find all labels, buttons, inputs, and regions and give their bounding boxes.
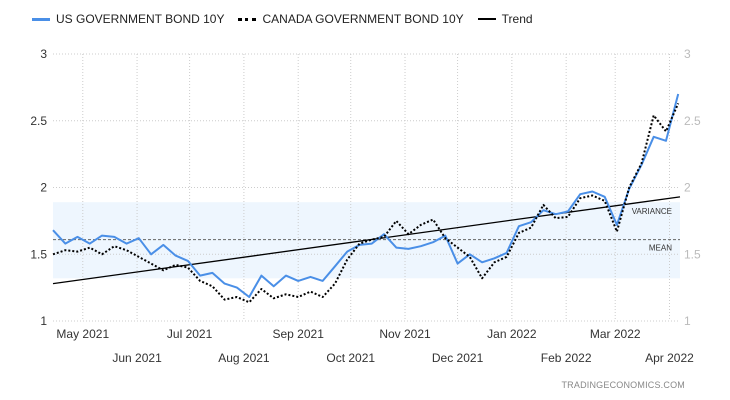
x-tick-label: Jan 2022 — [487, 327, 537, 341]
canada-bond-series-line — [52, 103, 680, 304]
y-tick-label-right: 2 — [684, 181, 691, 195]
y-tick-label-right: 1 — [684, 314, 691, 328]
x-tick-label: Oct 2021 — [326, 351, 375, 365]
y-tick-label-right: 2.5 — [684, 114, 701, 128]
legend-label-trend: Trend — [501, 12, 533, 26]
legend-item-trend[interactable]: Trend — [477, 12, 533, 26]
legend-label-us: US GOVERNMENT BOND 10Y — [56, 12, 225, 26]
x-tick-label: Apr 2022 — [645, 351, 694, 365]
legend-item-canada[interactable]: CANADA GOVERNMENT BOND 10Y — [238, 12, 464, 26]
x-tick-label: Sep 2021 — [273, 327, 325, 341]
x-tick-label: May 2021 — [56, 327, 109, 341]
legend-swatch-us — [32, 17, 50, 21]
x-tick-label: Mar 2022 — [590, 327, 641, 341]
x-tick-label: Jun 2021 — [112, 351, 162, 365]
legend-item-us[interactable]: US GOVERNMENT BOND 10Y — [32, 12, 224, 26]
legend-swatch-trend — [477, 18, 496, 20]
x-tick-label: Nov 2021 — [379, 327, 431, 341]
y-tick-label-left: 1 — [40, 314, 47, 328]
x-tick-label: Dec 2021 — [432, 351, 484, 365]
y-tick-label-left: 2.5 — [30, 114, 47, 128]
y-tick-label-left: 3 — [40, 47, 47, 61]
y-tick-label-right: 3 — [684, 47, 691, 61]
source-credit[interactable]: TRADINGECONOMICS.COM — [561, 380, 685, 390]
legend: US GOVERNMENT BOND 10Y CANADA GOVERNMENT… — [32, 12, 533, 26]
us-bond-series-line — [52, 93, 680, 298]
y-tick-label-left: 1.5 — [30, 247, 47, 261]
x-tick-label: Feb 2022 — [541, 351, 592, 365]
legend-swatch-canada — [238, 17, 257, 21]
legend-label-canada: CANADA GOVERNMENT BOND 10Y — [262, 12, 464, 26]
y-tick-label-right: 1.5 — [684, 247, 701, 261]
trend-line — [52, 196, 681, 285]
variance-label: VARIANCE — [632, 207, 672, 216]
y-tick-label-left: 2 — [40, 181, 47, 195]
x-tick-label: Jul 2021 — [167, 327, 213, 341]
x-tick-label: Aug 2021 — [218, 351, 270, 365]
mean-label: MEAN — [649, 244, 672, 253]
